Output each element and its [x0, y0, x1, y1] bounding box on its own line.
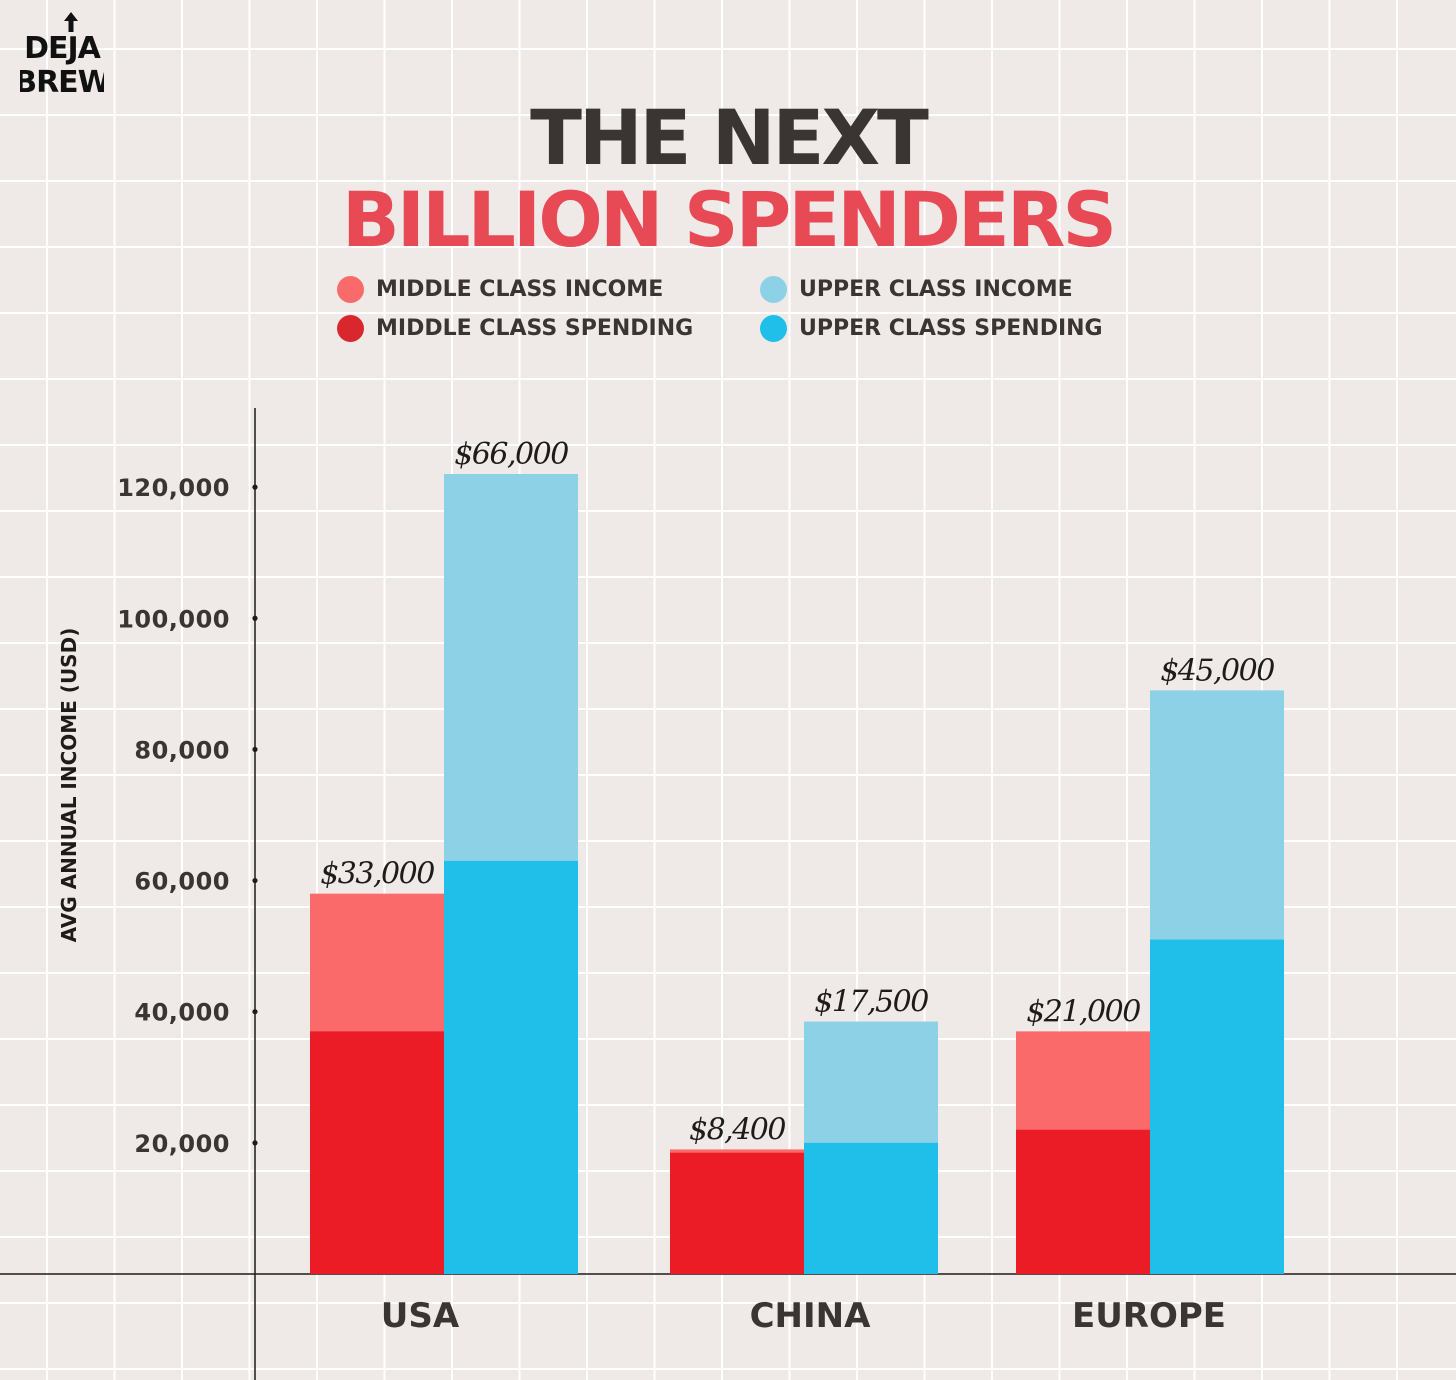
legend-label: MIDDLE CLASS INCOME	[376, 277, 664, 302]
circle-icon	[337, 315, 364, 342]
y-tick-dot	[252, 1140, 258, 1146]
y-tick-label: 120,000	[117, 474, 230, 502]
bar-upper-class-spending	[1150, 939, 1284, 1274]
legend-label: UPPER CLASS INCOME	[799, 277, 1073, 302]
legend-label: UPPER CLASS SPENDING	[799, 316, 1103, 341]
y-tick-label: 60,000	[134, 868, 230, 896]
legend-upper-income: UPPER CLASS INCOME	[760, 276, 1073, 303]
y-tick-label: 20,000	[134, 1130, 230, 1158]
svg-text:BREW: BREW	[20, 65, 104, 96]
chart-title-line1: THE NEXT	[530, 93, 929, 182]
y-tick-dot	[252, 746, 258, 753]
data-label: $17,500	[814, 985, 929, 1020]
x-category-label: USA	[381, 1296, 460, 1336]
y-tick-dot	[252, 615, 258, 621]
legend-middle-income: MIDDLE CLASS INCOME	[337, 276, 663, 303]
x-category-label: EUROPE	[1072, 1296, 1226, 1336]
x-category-label: CHINA	[750, 1296, 872, 1336]
legend-middle-spending: MIDDLE CLASS SPENDING	[337, 315, 693, 342]
y-tick-label: 100,000	[117, 605, 230, 633]
bar-upper-class-spending	[444, 860, 578, 1274]
y-tick-label: 80,000	[134, 736, 230, 764]
bar-middle-class-spending	[670, 1152, 804, 1274]
data-label: $21,000	[1026, 994, 1141, 1029]
data-label: $8,400	[689, 1112, 786, 1147]
legend-label: MIDDLE CLASS SPENDING	[376, 316, 694, 341]
y-tick-label: 40,000	[134, 999, 230, 1027]
circle-icon	[337, 276, 364, 303]
data-label: $33,000	[320, 857, 435, 892]
y-tick-dot	[252, 1009, 258, 1015]
legend-upper-spending: UPPER CLASS SPENDING	[760, 315, 1103, 342]
bar-upper-class-spending	[804, 1142, 938, 1274]
data-label: $66,000	[454, 437, 569, 472]
svg-text:DEJA: DEJA	[24, 31, 102, 66]
y-tick-dot	[252, 877, 258, 884]
circle-icon	[760, 276, 787, 303]
bar-middle-class-spending	[1016, 1129, 1150, 1274]
data-label: $45,000	[1160, 653, 1275, 688]
bar-middle-class-spending	[310, 1031, 444, 1274]
y-tick-dot	[252, 484, 258, 490]
circle-icon	[760, 315, 787, 342]
chart-title-line2: BILLION SPENDERS	[341, 175, 1117, 264]
y-axis-label: AVG ANNUAL INCOME (USD)	[57, 628, 81, 943]
deja-brew-logo: DEJA BREW	[20, 12, 104, 96]
